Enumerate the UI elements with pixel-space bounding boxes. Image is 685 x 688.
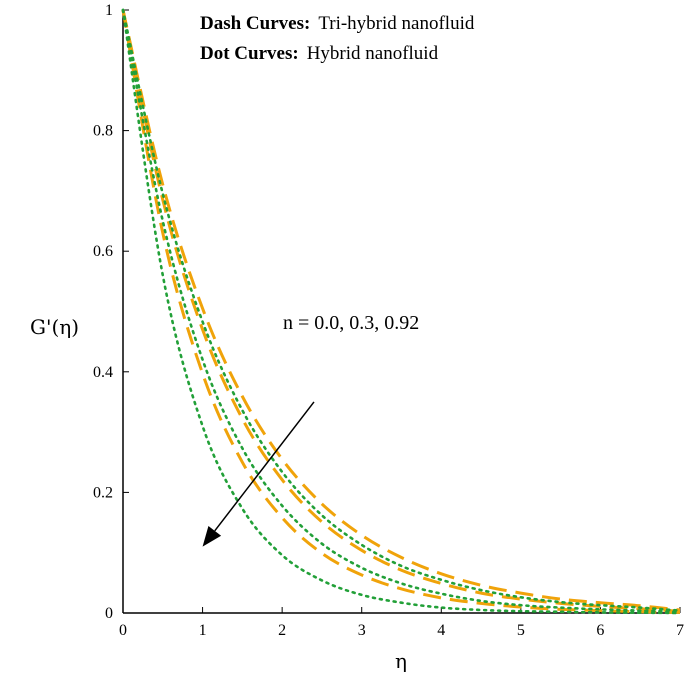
annotation-arrow (202, 401, 315, 547)
y-tick-label: 1 (105, 2, 113, 19)
arrow-shaft (214, 401, 315, 532)
curve-dash-n-0-3 (121, 9, 681, 613)
curve-dot-n-0-0 (121, 8, 682, 612)
svg-text:Dot Curves: Hybrid nanof: Dot Curves: Hybrid nanofluid (200, 43, 439, 64)
x-tick-label: 6 (596, 622, 604, 639)
arrow-head (202, 525, 222, 547)
curve-dot-n-0-92 (121, 8, 682, 615)
y-axis-label: G'(η) (30, 315, 79, 339)
y-tick-label: 0.6 (93, 243, 113, 260)
x-tick-label: 2 (278, 622, 286, 639)
legend-dot-text: Hybrid nanofluid (307, 43, 439, 64)
x-tick-label: 1 (199, 622, 207, 639)
x-tick-label: 3 (358, 622, 366, 639)
x-tick-label: 7 (676, 622, 684, 639)
x-tick-label: 4 (437, 622, 445, 639)
y-tick-label: 0.8 (93, 123, 113, 140)
y-tick-label: 0.4 (93, 364, 113, 381)
annotation-text: n = 0.0, 0.3, 0.92 (283, 312, 419, 334)
y-tick-label: 0.2 (93, 484, 113, 501)
curve-dash-n-0-0 (121, 9, 681, 612)
curves (121, 8, 682, 615)
legend-dot-label: Dot Curves: (200, 43, 299, 64)
x-axis-label: η (395, 649, 407, 673)
axes (122, 10, 680, 614)
curve-dot-n-0-3 (121, 8, 682, 614)
ticks: 0 1 2 3 4 5 6 7 0 0.2 0.4 0.6 0.8 1 (93, 2, 684, 639)
legend-dash-text: Tri-hybrid nanofluid (318, 13, 475, 34)
x-tick-label: 0 (119, 622, 127, 639)
legend-dash-label: Dash Curves: (200, 13, 310, 34)
svg-text:Dash Curves: Tri-hybrid: Dash Curves: Tri-hybrid nanofluid (200, 13, 475, 34)
curve-dash-n-0-92 (121, 9, 681, 614)
legend: Dash Curves: Tri-hybrid nanofluid Dot Cu… (200, 13, 475, 64)
x-tick-label: 5 (517, 622, 525, 639)
y-tick-label: 0 (105, 605, 113, 622)
